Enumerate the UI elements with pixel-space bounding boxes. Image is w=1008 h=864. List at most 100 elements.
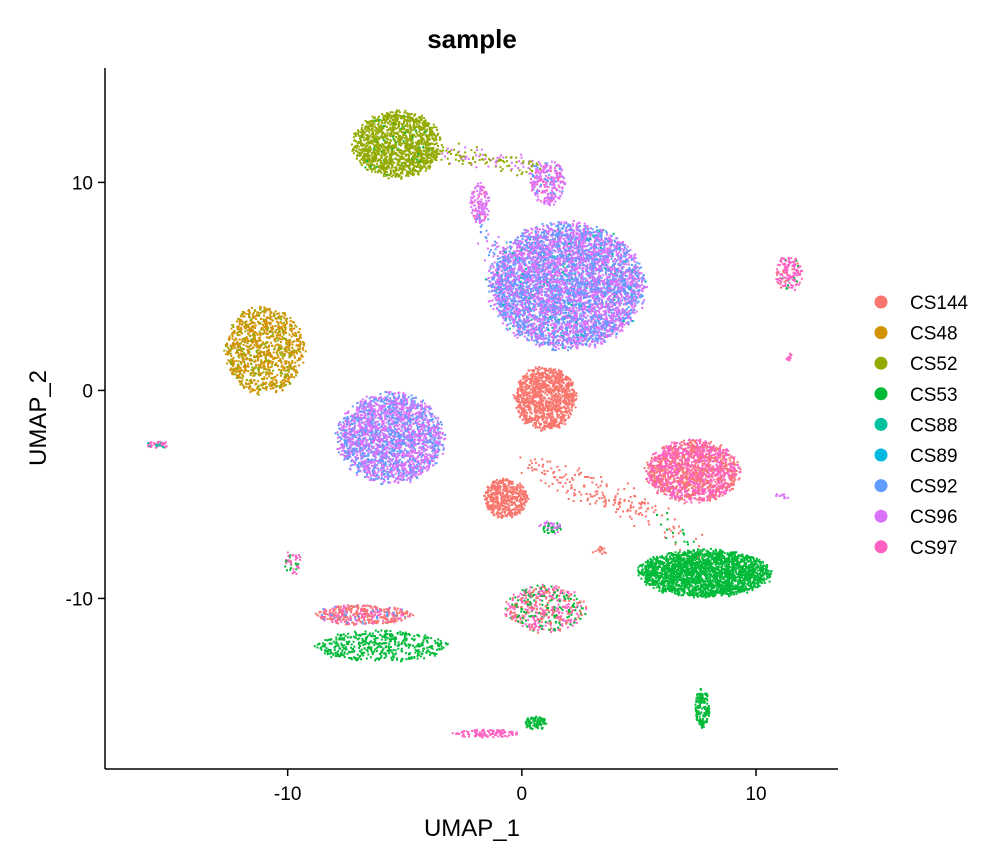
data-point: [410, 153, 413, 155]
data-point: [243, 387, 246, 389]
data-point: [373, 155, 376, 157]
data-point: [343, 439, 346, 442]
data-point: [241, 379, 244, 382]
data-point: [419, 454, 422, 457]
data-point: [278, 316, 281, 319]
data-point: [280, 318, 283, 321]
data-point: [427, 406, 429, 409]
data-point: [285, 339, 288, 342]
data-point: [431, 419, 433, 422]
data-point: [391, 393, 394, 396]
data-point: [401, 467, 404, 470]
data-point: [423, 410, 426, 413]
data-point: [395, 407, 398, 410]
data-point: [367, 444, 370, 447]
data-point: [387, 420, 390, 423]
data-point: [356, 432, 359, 435]
data-point: [419, 153, 422, 156]
data-point: [259, 388, 262, 391]
data-point: [406, 410, 409, 412]
data-point: [360, 429, 363, 432]
data-point: [431, 450, 434, 452]
data-point: [282, 333, 285, 336]
data-point: [277, 339, 280, 342]
data-point: [375, 414, 378, 417]
data-point: [431, 418, 434, 421]
data-point: [266, 308, 269, 311]
data-point: [424, 435, 427, 437]
data-point: [388, 450, 391, 453]
data-point: [378, 130, 381, 133]
data-point: [406, 403, 408, 405]
data-point: [239, 342, 242, 345]
data-point: [265, 323, 268, 326]
data-point: [422, 133, 425, 136]
data-point: [263, 343, 266, 346]
data-point: [375, 144, 378, 147]
data-point: [395, 136, 398, 138]
data-point: [357, 424, 360, 427]
data-point: [401, 169, 404, 172]
data-point: [404, 397, 407, 400]
data-point: [290, 362, 293, 365]
data-point: [402, 121, 405, 124]
data-point: [378, 435, 381, 438]
data-point: [234, 369, 237, 372]
data-point: [432, 439, 435, 442]
data-point: [249, 344, 252, 347]
data-point: [293, 354, 296, 357]
data-point: [405, 135, 408, 137]
data-point: [365, 395, 368, 398]
data-point: [269, 352, 271, 354]
data-point: [363, 158, 366, 161]
data-point: [382, 481, 385, 483]
data-point: [353, 432, 356, 435]
data-point: [388, 441, 391, 444]
data-point: [283, 384, 286, 387]
data-point: [249, 358, 252, 360]
data-point: [392, 416, 395, 419]
data-point: [377, 440, 379, 442]
data-point: [370, 156, 373, 159]
data-point: [251, 359, 254, 362]
data-point: [381, 407, 384, 410]
data-point: [409, 481, 412, 484]
data-point: [349, 442, 352, 445]
data-point: [293, 349, 296, 352]
data-point: [289, 324, 291, 327]
data-point: [288, 361, 290, 364]
data-point: [388, 391, 391, 394]
data-point: [417, 125, 420, 128]
data-point: [386, 118, 389, 120]
data-point: [382, 135, 385, 138]
data-point: [379, 131, 382, 134]
data-point: [392, 174, 395, 177]
data-point: [411, 133, 413, 136]
data-point: [414, 438, 416, 441]
data-point: [376, 451, 379, 454]
data-point: [412, 435, 415, 438]
data-point: [292, 365, 295, 368]
data-point: [404, 464, 407, 466]
data-point: [364, 126, 367, 129]
data-point: [410, 398, 413, 401]
data-point: [371, 130, 374, 133]
data-point: [375, 166, 378, 169]
data-point: [248, 314, 251, 317]
data-point: [260, 361, 262, 364]
data-point: [279, 334, 282, 337]
data-point: [346, 454, 349, 457]
data-point: [237, 360, 240, 363]
data-point: [436, 423, 439, 426]
data-point: [414, 457, 416, 460]
data-point: [366, 409, 369, 412]
data-point: [256, 356, 258, 358]
data-point: [377, 170, 380, 173]
data-point: [284, 323, 287, 326]
data-point: [255, 344, 258, 347]
data-point: [410, 169, 413, 172]
data-point: [269, 310, 272, 313]
data-point: [396, 431, 399, 434]
data-point: [407, 427, 410, 430]
data-point: [403, 438, 406, 441]
